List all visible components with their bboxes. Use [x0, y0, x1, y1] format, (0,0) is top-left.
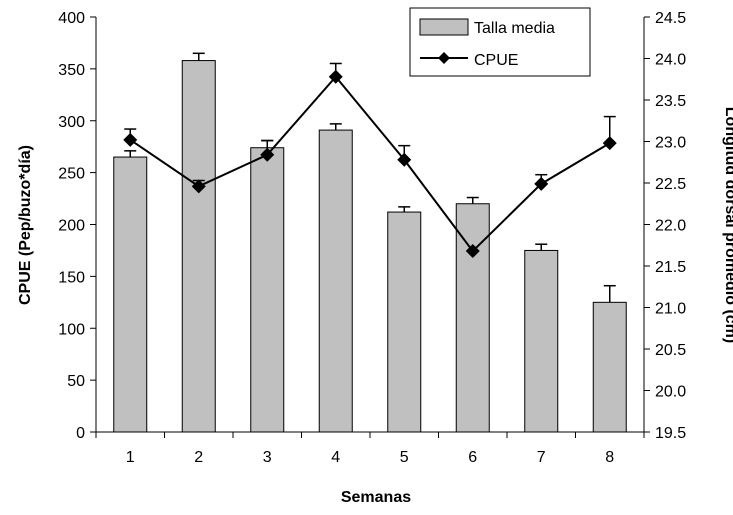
left-tick-label-3: 150 [58, 269, 85, 286]
right-tick-label-0: 19.5 [655, 425, 686, 442]
bar-talla-media-2 [181, 60, 216, 433]
x-tick-label-1: 1 [126, 449, 135, 466]
left-tick-label-4: 200 [58, 218, 85, 235]
bar-talla-media-6 [455, 203, 490, 433]
x-tick-label-2: 2 [194, 449, 203, 466]
cpue-point-6 [465, 244, 480, 259]
cpue-point-7 [534, 176, 549, 191]
cpue-line [129, 75, 611, 253]
legend-label-cpue: CPUE [474, 52, 518, 69]
cpue-point-5 [397, 152, 412, 167]
cpue-point-4 [328, 69, 343, 84]
cpue-point-3 [260, 147, 275, 162]
x-tick-label-3: 3 [263, 449, 272, 466]
x-tick-label-7: 7 [537, 449, 546, 466]
bar-talla-media-1 [113, 156, 148, 433]
x-tick-label-5: 5 [400, 449, 409, 466]
legend-swatch-talla-media [419, 18, 469, 36]
cpue-line-layer [123, 62, 617, 259]
left-tick-label-5: 250 [58, 166, 85, 183]
left-tick-label-0: 0 [76, 425, 85, 442]
right-tick-label-10: 24.5 [655, 10, 686, 27]
x-tick-label-6: 6 [468, 449, 477, 466]
left-tick-label-7: 350 [58, 62, 85, 79]
x-axis-title: Semanas [341, 489, 411, 506]
left-tick-label-2: 100 [58, 321, 85, 338]
bar-talla-media-7 [524, 249, 559, 433]
right-tick-label-8: 23.5 [655, 93, 686, 110]
left-tick-label-6: 300 [58, 114, 85, 131]
right-tick-label-4: 21.5 [655, 259, 686, 276]
left-axis-title: CPUE (Pep/buzo*día) [17, 145, 34, 305]
cpue-point-8 [602, 136, 617, 151]
right-axis-title: Longitud dorsal promedio (cm) [722, 107, 733, 343]
left-tick-label-1: 50 [67, 373, 85, 390]
bars-layer [113, 52, 627, 433]
bar-talla-media-8 [592, 301, 627, 433]
bar-talla-media-3 [250, 147, 285, 433]
bar-talla-media-5 [387, 211, 422, 433]
right-tick-label-6: 22.5 [655, 176, 686, 193]
right-tick-label-3: 21.0 [655, 301, 686, 318]
cpue-point-1 [123, 132, 138, 147]
right-tick-label-2: 20.5 [655, 342, 686, 359]
right-tick-label-7: 23.0 [655, 135, 686, 152]
legend-marker-cpue [438, 52, 450, 64]
right-tick-label-5: 22.0 [655, 218, 686, 235]
bar-talla-media-4 [318, 129, 353, 433]
right-tick-label-1: 20.0 [655, 384, 686, 401]
right-tick-label-9: 24.0 [655, 52, 686, 69]
left-tick-label-8: 400 [58, 10, 85, 27]
legend: Talla media CPUE [409, 7, 591, 77]
x-tick-label-8: 8 [605, 449, 614, 466]
x-tick-label-4: 4 [331, 449, 340, 466]
legend-label-talla-media: Talla media [474, 20, 555, 37]
axes-layer: 0 50 100 150 200 250 300 350 400 19.5 20.0 20.5 21.0… [58, 10, 686, 466]
cpue-point-2 [191, 179, 206, 194]
